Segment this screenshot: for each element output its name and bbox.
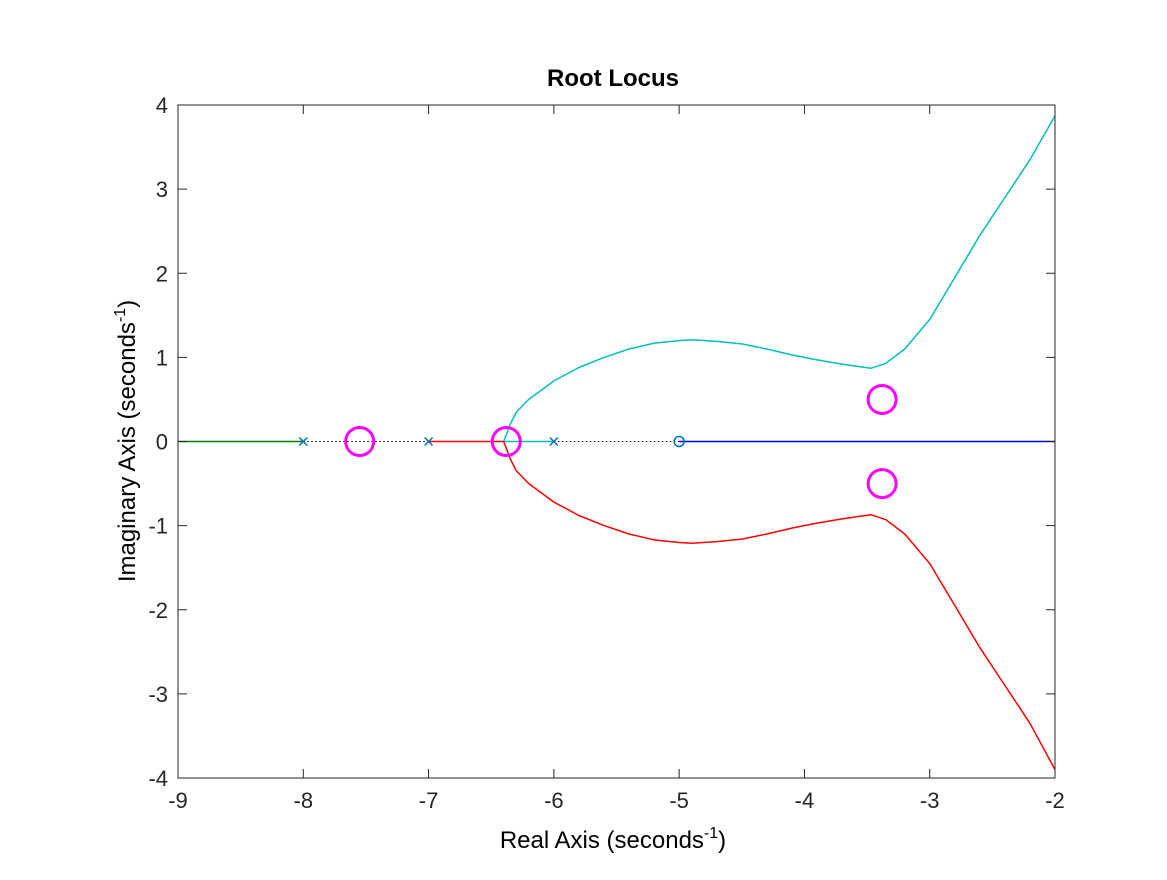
x-tick-label-1: -8 [294, 788, 314, 813]
open-loop-pole-marker-0 [298, 436, 308, 447]
y-tick-label-0: -4 [148, 766, 168, 791]
highlighted-pole-circle-0 [344, 426, 376, 457]
pole-zero-markers [298, 435, 685, 448]
highlighted-closed-loop-poles [344, 383, 898, 500]
x-tick-label-7: -2 [1045, 788, 1065, 813]
open-loop-pole-marker-1 [424, 436, 434, 447]
chart-title: Root Locus [547, 65, 679, 92]
locus-branch-5 [502, 441, 1056, 770]
axis-ticks: -9 -8 -7 -6 -5 -4 -3 -2 -4 -3 -2 -1 0 1 2 3 4 [148, 93, 1064, 813]
y-tick-label-6: 2 [156, 261, 168, 286]
y-axis-title: Imaginary Axis (seconds-1) [112, 300, 141, 582]
y-tick-label-5: 1 [156, 345, 168, 370]
x-axis-title: Real Axis (seconds-1) [500, 825, 726, 854]
highlighted-pole-circle-1 [490, 426, 522, 457]
highlighted-pole-circle-3 [866, 468, 898, 500]
y-tick-label-1: -3 [148, 682, 168, 707]
x-tick-label-0: -9 [168, 788, 188, 813]
locus-branches [178, 115, 1056, 770]
y-tick-label-7: 3 [156, 177, 168, 202]
y-tick-label-8: 4 [156, 93, 168, 118]
x-tick-label-5: -4 [795, 788, 815, 813]
x-tick-label-2: -7 [419, 788, 439, 813]
locus-branch-4 [502, 115, 1056, 442]
y-tick-label-4: 0 [156, 430, 168, 455]
x-tick-label-6: -3 [920, 788, 940, 813]
y-tick-label-2: -2 [148, 598, 168, 623]
x-tick-label-3: -6 [544, 788, 564, 813]
x-tick-label-4: -5 [669, 788, 689, 813]
open-loop-pole-marker-2 [549, 436, 559, 447]
highlighted-pole-circle-2 [866, 383, 898, 415]
y-tick-label-3: -1 [148, 514, 168, 539]
open-loop-zero-marker-0 [673, 435, 685, 448]
